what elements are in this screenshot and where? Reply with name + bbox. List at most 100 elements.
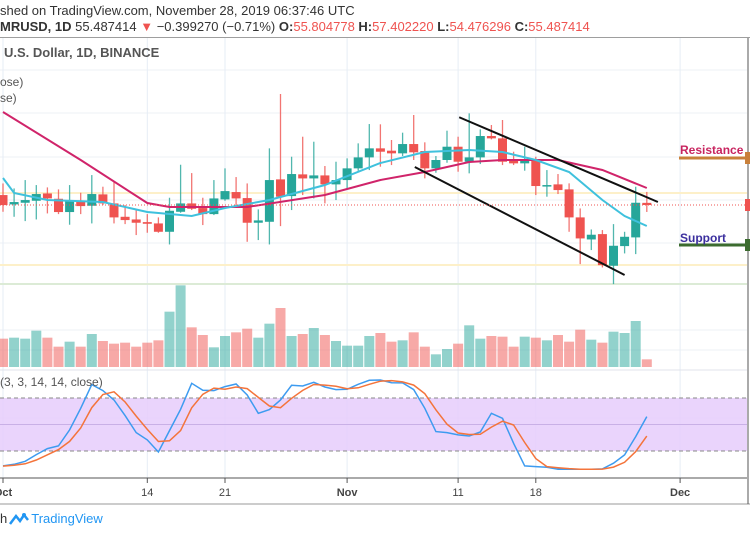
trend-line: [414, 166, 626, 276]
volume-bar: [619, 333, 630, 367]
candle-body: [531, 159, 541, 187]
volume-bar: [208, 347, 219, 367]
resistance-price-tag: [745, 152, 750, 164]
support-label: Support: [680, 231, 726, 245]
candle-body: [142, 222, 152, 224]
candle-body: [575, 217, 585, 239]
candle-body: [298, 174, 308, 179]
stoch-d-line: [2, 379, 648, 470]
candle-body: [387, 150, 396, 154]
candle-body: [509, 160, 519, 164]
volume-bar: [564, 341, 575, 367]
volume-bar: [430, 354, 441, 367]
volume-bar: [142, 342, 153, 367]
candle-body: [564, 189, 574, 218]
volume-bar: [253, 337, 264, 367]
candle-body: [9, 202, 19, 205]
candle-body: [42, 193, 52, 199]
time-label: 11: [452, 487, 463, 499]
candle-body: [131, 219, 141, 223]
candle-body: [309, 175, 319, 179]
volume-bar: [497, 336, 508, 367]
volume-bar: [286, 336, 297, 367]
volume-bar: [20, 338, 31, 367]
volume-bar: [109, 343, 119, 367]
published-line: shed on TradingView.com, November 28, 20…: [0, 3, 355, 18]
candle-body: [520, 159, 530, 164]
volume-bar: [175, 285, 186, 367]
volume-bar: [153, 340, 164, 367]
volume-bar: [486, 336, 497, 367]
symbol: MRUSD, 1D: [0, 19, 72, 34]
current-price-tag: [745, 199, 750, 211]
candle-body: [353, 157, 363, 169]
candle-body: [453, 146, 463, 162]
last-price: 55.487414: [75, 19, 137, 34]
indicator-label-2[interactable]: se): [0, 91, 17, 105]
candle-body: [20, 200, 30, 203]
candle-body: [342, 168, 352, 181]
price-change: −0.399270 (−0.71%): [156, 19, 276, 34]
volume-bar: [297, 334, 308, 367]
candle-body: [98, 194, 108, 204]
volume-bar: [220, 336, 230, 367]
tradingview-logo-icon: [9, 512, 30, 525]
candle-body: [609, 245, 618, 266]
tradingview-brand[interactable]: TradingView: [31, 511, 103, 526]
candle-body: [553, 184, 563, 191]
volume-bar: [364, 336, 375, 367]
volume-bar: [164, 311, 175, 367]
footer: h TradingView: [0, 511, 103, 526]
candle-body: [231, 192, 241, 199]
volume-bar: [586, 339, 597, 367]
candle-body: [331, 180, 341, 185]
volume-bar: [264, 323, 275, 367]
volume-bar: [408, 332, 419, 367]
candle-body: [287, 174, 297, 197]
low-label: L:: [437, 19, 450, 34]
trend-channel[interactable]: [414, 116, 659, 276]
volume-bar: [331, 341, 341, 367]
volume-bar: [597, 342, 608, 367]
candle-body: [620, 236, 630, 247]
time-label: 14: [141, 487, 153, 499]
stoch-label[interactable]: (3, 3, 14, 14, close): [0, 375, 103, 389]
candle-body: [165, 210, 174, 232]
volume-bar: [131, 346, 142, 367]
candle-body: [109, 203, 119, 218]
candle-body: [242, 198, 252, 223]
candle-body: [409, 144, 419, 153]
candle-body: [398, 144, 408, 154]
stoch-k-line: [2, 379, 648, 470]
volume-bar: [231, 332, 242, 367]
close-value: 55.487414: [528, 19, 590, 34]
time-label: Dec: [670, 487, 690, 499]
volume-bar: [442, 349, 452, 367]
close-label: C:: [514, 19, 529, 34]
candle-body: [542, 185, 552, 187]
candle-body: [198, 208, 208, 215]
volume-bar: [86, 334, 97, 367]
volume-bar: [386, 341, 397, 367]
symbol-line: MRUSD, 1D 55.487414 ▼ −0.399270 (−0.71%)…: [0, 19, 590, 34]
candle-body: [475, 136, 485, 158]
chart-title: U.S. Dollar, 1D, BINANCE: [4, 45, 160, 60]
candle-body: [375, 148, 385, 152]
volume-bar: [308, 328, 319, 367]
volume-bar: [375, 333, 386, 367]
candle-body: [220, 191, 230, 200]
candle-body: [76, 201, 86, 207]
volume-bar: [475, 338, 486, 367]
ma-fast-line: [2, 148, 648, 227]
indicator-label-1[interactable]: ose): [0, 75, 24, 89]
low-value: 54.476296: [449, 19, 511, 34]
footer-prefix: h: [0, 511, 8, 526]
volume-bar: [242, 328, 253, 367]
volume-bar: [120, 342, 131, 367]
high-label: H:: [358, 19, 373, 34]
candle-body: [586, 234, 596, 240]
volume-bar: [608, 331, 619, 367]
candle-body: [0, 195, 8, 206]
time-axis-labels: Oct 14 21 Nov 11 18 Dec: [0, 478, 690, 499]
